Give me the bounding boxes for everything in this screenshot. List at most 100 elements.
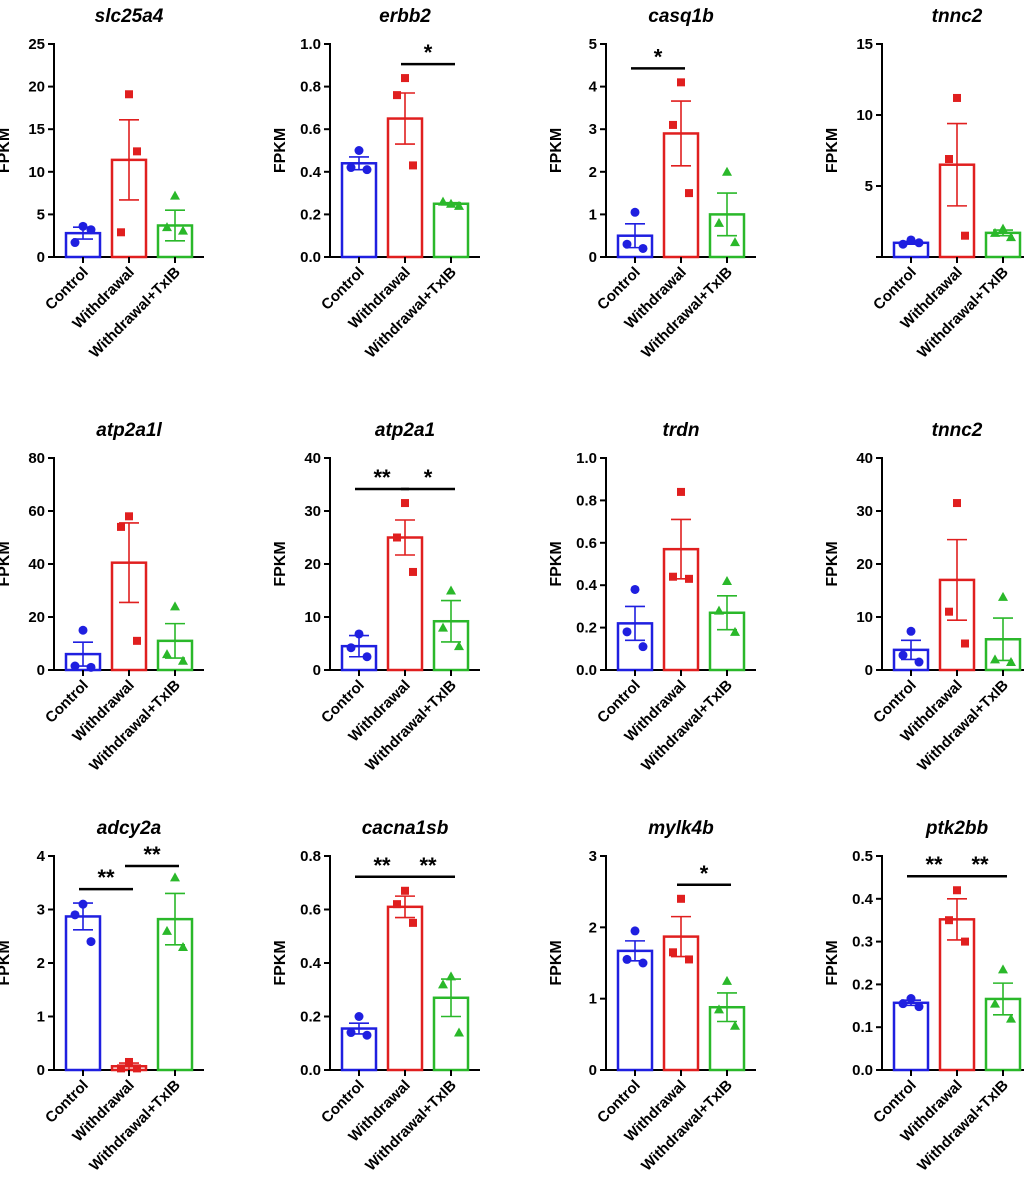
data-point: [1006, 657, 1016, 667]
y-axis-label: FPKM: [272, 541, 289, 586]
data-point: [990, 998, 1000, 1008]
y-axis-label: FPKM: [272, 940, 289, 985]
data-point: [117, 228, 125, 237]
y-tick-label: 0.4: [300, 164, 322, 181]
y-tick-label: 0.2: [852, 976, 873, 993]
bar-withdrawal-txib: [432, 202, 470, 259]
chart-title: ptk2bb: [925, 818, 989, 839]
data-point: [622, 239, 632, 249]
y-tick-label: 15: [28, 121, 45, 138]
significance-label: *: [654, 44, 663, 69]
chart-panel-mylk4b: mylk4bFPKM0123ControlWithdrawalWithdrawa…: [548, 818, 756, 1174]
data-point: [454, 641, 464, 651]
significance-label: *: [424, 40, 433, 65]
y-tick-label: 0.2: [300, 1009, 321, 1026]
data-point: [998, 964, 1008, 974]
data-point: [162, 222, 172, 232]
significance-label: **: [97, 865, 115, 890]
data-point: [362, 1030, 372, 1040]
y-tick-label: 3: [589, 121, 597, 138]
y-tick-label: 0.8: [300, 79, 321, 96]
significance-label: *: [424, 465, 433, 490]
data-point: [622, 627, 632, 637]
chart-panel-trdn: trdnFPKM0.00.20.40.60.81.0ControlWithdra…: [548, 420, 756, 774]
data-point: [170, 601, 180, 611]
data-point: [117, 1064, 125, 1073]
significance-label: **: [373, 465, 391, 490]
data-point: [914, 238, 924, 248]
data-point: [409, 918, 417, 927]
y-tick-label: 1: [589, 991, 597, 1008]
data-point: [677, 894, 685, 903]
chart-panel-cacna1sb: cacna1sbFPKM0.00.20.40.60.8ControlWithdr…: [272, 818, 480, 1174]
data-point: [393, 91, 401, 100]
y-tick-label: 0: [589, 249, 597, 266]
y-tick-label: 0: [313, 662, 321, 679]
chart-panel-atp2a1l: atp2a1lFPKM020406080ControlWithdrawalWit…: [0, 420, 204, 774]
y-tick-label: 60: [28, 503, 45, 520]
data-point: [677, 487, 685, 496]
chart-panel-erbb2: erbb2FPKM0.00.20.40.60.81.0ControlWithdr…: [272, 6, 480, 361]
significance-label: *: [700, 861, 709, 886]
y-tick-label: 0.6: [300, 902, 321, 919]
data-point: [86, 225, 96, 235]
chart-panel-atp2a1: atp2a1FPKM010203040ControlWithdrawalWith…: [272, 420, 480, 774]
y-tick-label: 40: [856, 450, 873, 467]
significance-label: **: [143, 842, 161, 867]
y-tick-label: 3: [589, 848, 597, 865]
chart-title: slc25a4: [95, 6, 164, 27]
data-point: [906, 994, 916, 1004]
data-point: [953, 886, 961, 895]
data-point: [714, 217, 724, 227]
y-axis-label: FPKM: [272, 128, 289, 173]
bar-withdrawal: [386, 536, 424, 672]
y-tick-label: 10: [856, 107, 873, 124]
y-tick-label: 0.0: [300, 249, 321, 266]
y-tick-label: 0: [37, 1062, 45, 1079]
significance-label: **: [971, 852, 989, 877]
y-tick-label: 0.2: [300, 206, 321, 223]
data-point: [638, 243, 648, 253]
data-point: [906, 235, 916, 245]
data-point: [454, 200, 464, 210]
y-tick-label: 4: [589, 79, 598, 96]
data-point: [669, 572, 677, 581]
y-tick-label: 0: [37, 249, 45, 266]
data-point: [669, 948, 677, 957]
data-point: [446, 971, 456, 981]
data-point: [998, 223, 1008, 233]
y-tick-label: 0.8: [576, 492, 597, 509]
data-point: [78, 625, 88, 635]
data-point: [898, 999, 908, 1009]
data-point: [346, 1028, 356, 1038]
y-axis-label: FPKM: [548, 128, 565, 173]
data-point: [178, 655, 188, 665]
y-tick-label: 10: [856, 609, 873, 626]
data-point: [714, 605, 724, 615]
data-point: [638, 958, 648, 968]
data-point: [945, 916, 953, 925]
data-point: [898, 239, 908, 249]
data-point: [393, 900, 401, 909]
y-tick-label: 0.6: [576, 535, 597, 552]
data-point: [914, 657, 924, 667]
significance-label: **: [925, 852, 943, 877]
y-tick-label: 5: [589, 36, 597, 53]
chart-panel-slc25a4: slc25a4FPKM0510152025ControlWithdrawalWi…: [0, 6, 204, 361]
bar-withdrawal: [386, 905, 424, 1072]
data-point: [898, 650, 908, 660]
y-tick-label: 0.1: [852, 1019, 873, 1036]
data-point: [714, 1004, 724, 1014]
data-point: [730, 626, 740, 636]
y-tick-label: 20: [304, 556, 321, 573]
data-point: [630, 584, 640, 594]
y-axis-label: FPKM: [824, 541, 841, 586]
data-point: [346, 643, 356, 653]
data-point: [730, 237, 740, 247]
data-point: [990, 227, 1000, 237]
data-point: [685, 189, 693, 198]
data-point: [945, 607, 953, 616]
data-point: [401, 74, 409, 83]
y-tick-label: 0.4: [576, 577, 598, 594]
